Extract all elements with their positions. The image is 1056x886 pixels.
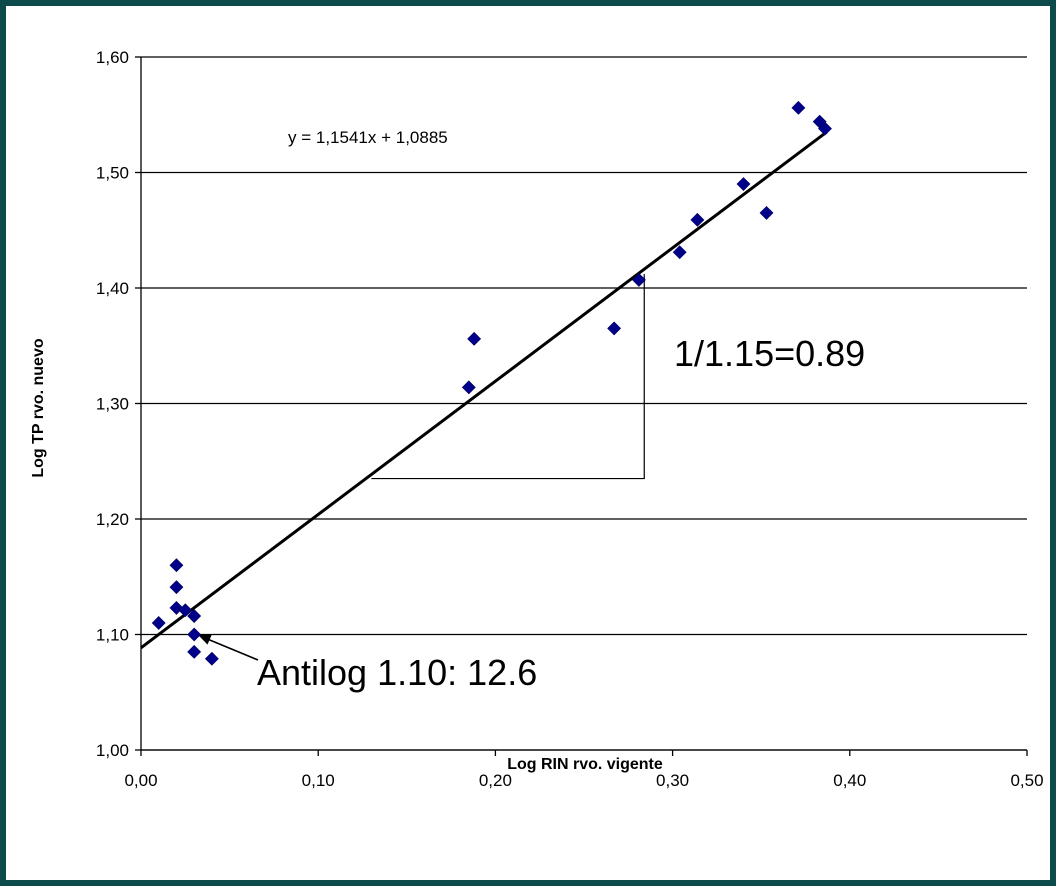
- data-point-0: [151, 616, 166, 630]
- data-point-10: [467, 331, 482, 346]
- data-point-6: [187, 627, 202, 642]
- slope-note: 1/1.15=0.89: [674, 333, 865, 374]
- y-tick-label-5: 1,50: [96, 164, 129, 183]
- y-tick-label-4: 1,40: [96, 279, 129, 298]
- data-points: [151, 100, 832, 666]
- tick-labels: 1,00 1,10 1,20 1,30 1,40 1,50 1,60 0,00 0,10 0,20…: [96, 48, 1044, 790]
- data-point-7: [187, 644, 202, 659]
- x-tick-label-0: 0,00: [124, 771, 157, 790]
- data-point-12: [632, 272, 646, 287]
- data-point-14: [690, 212, 705, 227]
- data-point-8: [204, 651, 219, 666]
- y-axis-title: Log TP rvo. nuevo: [30, 338, 47, 478]
- x-tick-label-2: 0,20: [479, 771, 512, 790]
- data-point-2: [169, 580, 184, 595]
- grid-lines: [141, 56, 1027, 751]
- y-tick-label-0: 1,00: [96, 741, 129, 760]
- y-tick-label-2: 1,20: [96, 510, 129, 529]
- data-point-19: [818, 121, 832, 136]
- y-tick-label-3: 1,30: [96, 395, 129, 414]
- chart-frame: 1,00 1,10 1,20 1,30 1,40 1,50 1,60 0,00 0,10 0,20…: [6, 6, 1050, 880]
- y-tick-label-6: 1,60: [96, 48, 129, 67]
- intercept-note: Antilog 1.10: 12.6: [257, 652, 537, 693]
- trendline: [140, 130, 828, 649]
- equation-label: y = 1,1541x + 1,0885: [288, 128, 448, 147]
- x-tick-label-4: 0,40: [833, 771, 866, 790]
- trendline-group: [140, 130, 828, 649]
- data-point-9: [461, 380, 476, 395]
- data-point-11: [607, 321, 622, 336]
- x-tick-label-1: 0,10: [302, 771, 335, 790]
- data-point-15: [736, 177, 751, 191]
- data-point-5: [187, 609, 202, 623]
- x-axis-title: Log RIN rvo. vigente: [507, 756, 663, 773]
- x-tick-label-3: 0,30: [656, 771, 689, 790]
- data-point-17: [791, 100, 806, 115]
- data-point-1: [169, 558, 184, 573]
- axes: [135, 56, 1028, 756]
- x-tick-label-5: 0,50: [1010, 771, 1043, 790]
- y-tick-label-1: 1,10: [96, 626, 129, 645]
- scatter-chart: 1,00 1,10 1,20 1,30 1,40 1,50 1,60 0,00 0,10 0,20…: [30, 48, 1044, 790]
- data-point-13: [672, 245, 687, 260]
- slope-triangle-group: [197, 274, 645, 661]
- data-point-4: [178, 603, 193, 618]
- data-point-16: [759, 206, 774, 220]
- intercept-arrow-line: [203, 636, 259, 661]
- slope-triangle: [371, 274, 645, 480]
- intercept-arrow-head: [197, 634, 212, 645]
